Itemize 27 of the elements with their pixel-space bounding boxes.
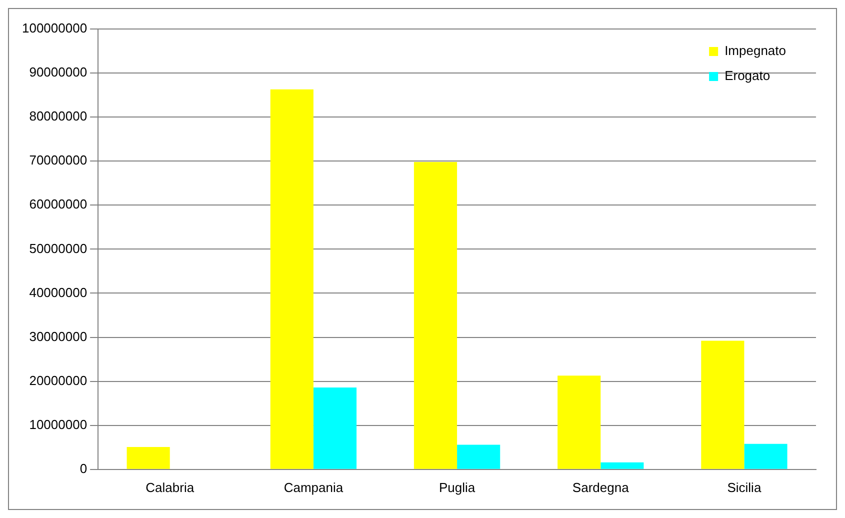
x-tick-label: Sicilia — [727, 480, 762, 495]
legend-label: Impegnato — [724, 43, 786, 58]
y-tick-label: 0 — [80, 460, 88, 476]
bar — [126, 446, 170, 469]
x-tick-label: Sardegna — [572, 480, 630, 495]
bar — [414, 162, 458, 469]
bar — [457, 444, 500, 469]
y-tick-label: 30000000 — [29, 328, 88, 344]
bar — [558, 376, 601, 469]
y-tick-label: 100000000 — [22, 20, 88, 36]
y-tick-label: 20000000 — [29, 372, 88, 388]
bar — [600, 462, 644, 469]
x-tick-label: Campania — [284, 480, 344, 495]
y-tick-label: 50000000 — [29, 240, 88, 256]
y-tick-label: 70000000 — [29, 152, 88, 168]
y-tick-label: 90000000 — [29, 64, 88, 80]
x-tick-label: Puglia — [438, 480, 476, 495]
y-tick-label: 40000000 — [29, 284, 88, 300]
legend-label: Erogato — [724, 68, 770, 84]
x-tick-label: Calabria — [146, 480, 195, 495]
bar — [701, 340, 744, 469]
bar — [744, 444, 788, 469]
bar — [270, 89, 314, 469]
y-tick-label: 80000000 — [29, 108, 88, 124]
y-tick-label: 10000000 — [29, 416, 88, 432]
y-tick-label: 60000000 — [29, 196, 88, 212]
bar — [313, 387, 357, 469]
